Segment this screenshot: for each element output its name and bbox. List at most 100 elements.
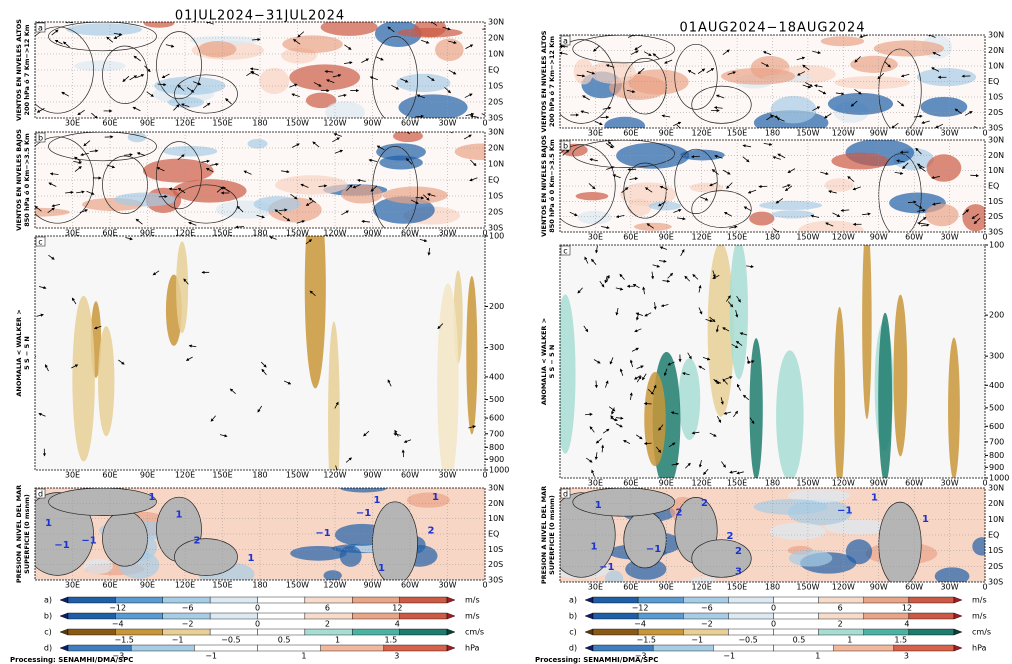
anomaly-shade [398, 94, 468, 118]
wind-vector [631, 347, 640, 352]
wind-vector [291, 93, 300, 98]
lon-tick-label: 0 [482, 471, 487, 480]
lon-tick-label: 30E [65, 229, 80, 238]
pressure-tick-label: 300 [489, 343, 504, 352]
wind-vector [225, 98, 232, 105]
wind-vector [729, 470, 737, 474]
wind-vector [74, 156, 82, 162]
pressure-tick-label: 200 [989, 311, 1004, 320]
wind-vector [309, 290, 316, 296]
wind-vector [173, 104, 180, 111]
wind-vector [715, 94, 725, 99]
wind-vector [725, 376, 733, 380]
wind-vector [655, 446, 662, 454]
side-label: VIENTOS EN NIVELES BAJOS [540, 135, 548, 237]
colorbar-tick-label: 2 [325, 620, 330, 629]
wind-vector [828, 190, 837, 194]
wind-vector [820, 171, 829, 176]
wind-vector [722, 378, 728, 385]
colorbar-tick-label: −1.5 [637, 636, 656, 645]
anomaly-shade [72, 295, 95, 462]
wind-vector [973, 217, 981, 225]
colorbar-cell [893, 644, 955, 652]
wind-vector [931, 175, 940, 180]
panel-letter-box [35, 22, 46, 33]
anomaly-shade [770, 95, 817, 124]
lat-tick-label: 30S [488, 224, 503, 233]
panel-letter-box [560, 488, 571, 499]
wind-vector [621, 187, 629, 193]
wind-vector [318, 184, 328, 188]
wind-vector [415, 196, 425, 200]
wind-vector [593, 359, 601, 364]
wind-vector [735, 340, 743, 346]
wind-vector [394, 429, 399, 437]
wind-vector [405, 158, 413, 165]
wind-vector [356, 178, 366, 182]
colorbar-cell [446, 644, 456, 652]
wind-vector [723, 411, 732, 415]
wind-vector [429, 22, 438, 26]
colorbar-cell [209, 628, 258, 636]
wind-vector [746, 264, 754, 269]
wind-vector [690, 155, 700, 159]
lat-tick-label: 20S [488, 208, 503, 217]
wind-vector [83, 140, 91, 147]
colorbar-cell [683, 628, 729, 636]
wind-vector [636, 375, 642, 383]
lon-tick-label: 90E [659, 233, 674, 242]
anomaly-shade [634, 222, 672, 231]
wind-vector [583, 325, 589, 333]
land [156, 31, 202, 100]
wind-vector [344, 44, 352, 50]
anomaly-shade [759, 200, 823, 210]
colorbar-cell [399, 628, 448, 636]
land [48, 132, 157, 162]
anomaly-shade [305, 92, 337, 109]
contour-label: 1 [591, 541, 598, 552]
wind-vector [300, 183, 309, 188]
wind-vector [91, 112, 98, 118]
wind-vector [713, 379, 722, 384]
lon-tick-label: 150W [796, 583, 819, 592]
panel-body [560, 245, 985, 478]
wind-vector [595, 438, 603, 444]
wind-vector [606, 166, 615, 170]
wind-vector [706, 68, 715, 73]
wind-vector [897, 100, 905, 107]
colorbar-letter: b) [569, 612, 577, 621]
wind-vector [222, 186, 230, 193]
wind-vector [713, 106, 723, 110]
wind-vector [118, 359, 125, 365]
lat-tick-label: EQ [488, 66, 499, 75]
colorbar-cell [257, 644, 321, 652]
wind-vector [646, 223, 654, 229]
panel-letter-box [560, 245, 571, 256]
anomaly-shade [834, 76, 910, 90]
lon-tick-label: 120E [692, 129, 712, 138]
panel-frame [34, 21, 486, 119]
colorbar-tick-label: 2 [838, 620, 843, 629]
anomaly-shade [729, 245, 748, 380]
anomaly-shade [948, 337, 960, 478]
wind-vector [825, 222, 834, 227]
panel-letter-box [35, 488, 46, 499]
pressure-tick-label: 800 [489, 443, 504, 452]
lon-tick-label: 90E [140, 229, 155, 238]
colorbar-cell [59, 596, 69, 604]
colorbar-cell [592, 596, 639, 604]
wind-vector [177, 187, 186, 194]
anomaly-shade [142, 158, 214, 183]
lon-tick-label: 0 [982, 479, 987, 488]
wind-vector [663, 368, 668, 377]
lon-tick-label: 30E [588, 233, 603, 242]
wind-vector [697, 68, 706, 74]
wind-vector [186, 87, 195, 93]
anomaly-shade [396, 73, 451, 93]
wind-vector [661, 114, 671, 118]
lon-tick-label: 30W [438, 229, 456, 238]
colorbar-cell [863, 612, 910, 620]
colorbar-cell [304, 596, 353, 604]
wind-vector [913, 114, 923, 118]
wind-vector [256, 214, 265, 219]
